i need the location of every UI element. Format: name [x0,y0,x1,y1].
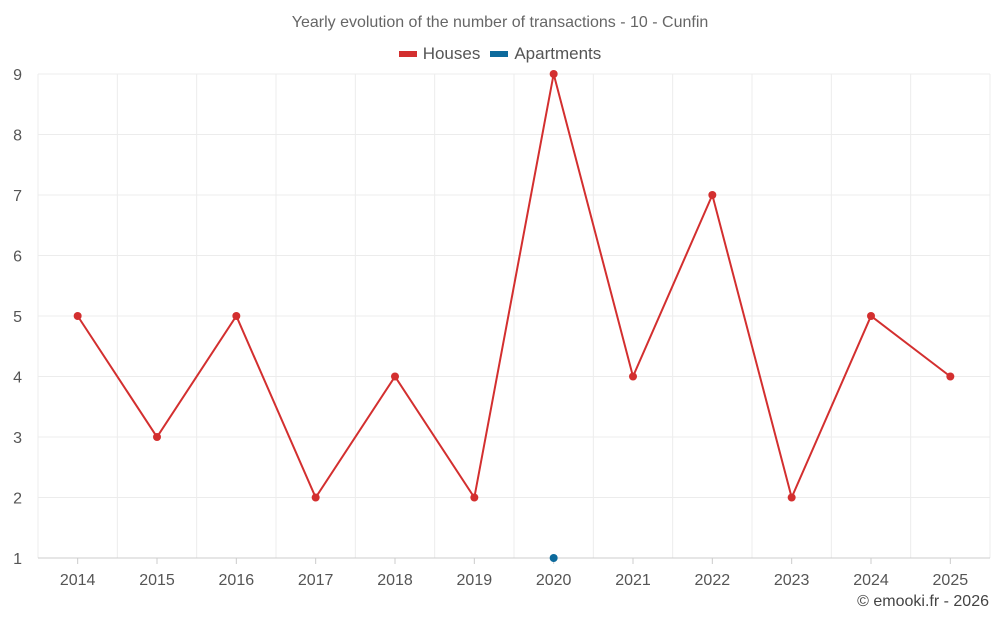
data-point-houses [629,372,637,381]
data-point-houses [311,493,320,502]
data-point-houses [470,493,479,502]
data-point-houses [549,70,558,78]
x-tick-label: 2014 [60,572,96,589]
x-tick-label: 2022 [695,572,731,589]
data-point-apartments [549,554,558,562]
data-point-houses [73,312,82,320]
data-point-houses [391,372,399,381]
x-tick-label: 2023 [774,572,810,589]
y-tick-label: 1 [13,551,22,568]
data-point-houses [946,372,955,381]
legend-swatch-houses [398,51,417,57]
legend-item-apartments[interactable]: Apartments [490,44,601,64]
x-tick-label: 2019 [457,572,493,589]
credit-text: © emooki.fr - 2026 [857,593,989,610]
x-tick-label: 2015 [139,572,175,589]
x-tick-label: 2020 [536,572,572,589]
legend-label-houses: Houses [422,44,481,63]
x-tick-label: 2021 [615,572,651,589]
x-tick-label: 2017 [298,572,334,589]
series-line-houses [76,73,951,501]
y-tick-label: 5 [13,309,22,326]
legend-swatch-apartments [490,51,509,57]
x-tick-label: 2024 [853,572,889,589]
x-tick-label: 2016 [219,572,255,589]
y-tick-label: 8 [13,128,22,145]
y-tick-label: 3 [13,430,22,447]
legend-item-houses[interactable]: Houses [398,44,481,64]
y-tick-label: 9 [13,67,22,84]
data-point-houses [867,312,875,320]
y-tick-label: 7 [13,188,22,205]
x-tick-label: 2018 [377,572,413,589]
legend-label-apartments: Apartments [514,44,602,63]
chart-title: Yearly evolution of the number of transa… [291,14,709,31]
y-tick-label: 4 [13,370,22,387]
y-tick-label: 2 [13,491,22,508]
data-point-houses [787,493,796,502]
data-point-houses [708,191,717,199]
y-tick-label: 6 [13,249,22,266]
data-point-houses [153,433,161,441]
x-tick-label: 2025 [933,572,969,589]
legend: Houses Apartments [0,44,1000,64]
data-point-houses [232,312,241,320]
